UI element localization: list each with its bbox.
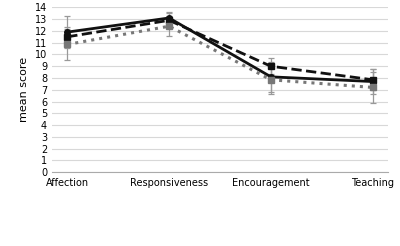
- Y-axis label: mean score: mean score: [19, 57, 29, 122]
